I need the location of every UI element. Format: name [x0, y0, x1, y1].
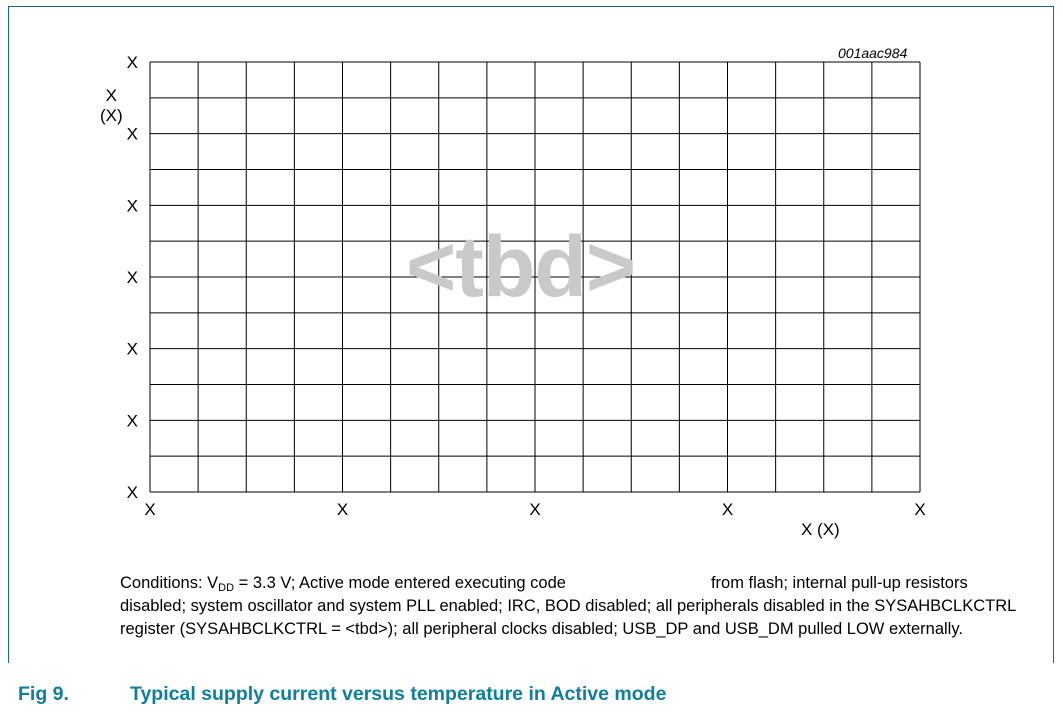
y-tick-label: X: [127, 125, 138, 144]
conditions-rest: pull-up resistors disabled; system oscil…: [120, 574, 1016, 638]
x-tick-label: X: [722, 500, 733, 519]
y-axis-label-value: X: [105, 86, 117, 105]
y-tick-label: X: [127, 340, 138, 359]
conditions-prefix: Conditions: V: [120, 574, 219, 592]
figure-frame: [8, 6, 1054, 663]
conditions-line1-a: = 3.3 V; Active mode entered executing c…: [234, 574, 566, 592]
x-tick-label: X: [529, 500, 540, 519]
y-tick-label: X: [127, 411, 138, 430]
figure-caption: Fig 9. Typical supply current versus temp…: [18, 683, 666, 706]
figure-number: Fig 9.: [18, 683, 69, 705]
vdd-subscript: DD: [218, 582, 235, 594]
y-tick-label: X: [127, 483, 138, 502]
tbd-watermark: <tbd>: [406, 219, 636, 315]
x-tick-label: X: [914, 500, 925, 519]
y-axis-label: X (X): [100, 86, 123, 126]
chart-code: 001aac984: [838, 45, 908, 61]
y-axis-label-unit: (X): [100, 106, 123, 125]
y-tick-label: X: [127, 268, 138, 287]
x-tick-label: X: [337, 500, 348, 519]
conditions-line1-b: from flash; internal: [710, 574, 847, 592]
y-tick-label: X: [127, 196, 138, 215]
x-axis-label: X (X): [801, 520, 840, 539]
x-tick-label: X: [144, 500, 155, 519]
figure-title: Typical supply current versus temperatur…: [130, 683, 667, 705]
y-tick-label: X: [127, 53, 138, 72]
conditions-text: Conditions: VDD = 3.3 V; Active mode ent…: [120, 572, 1030, 641]
